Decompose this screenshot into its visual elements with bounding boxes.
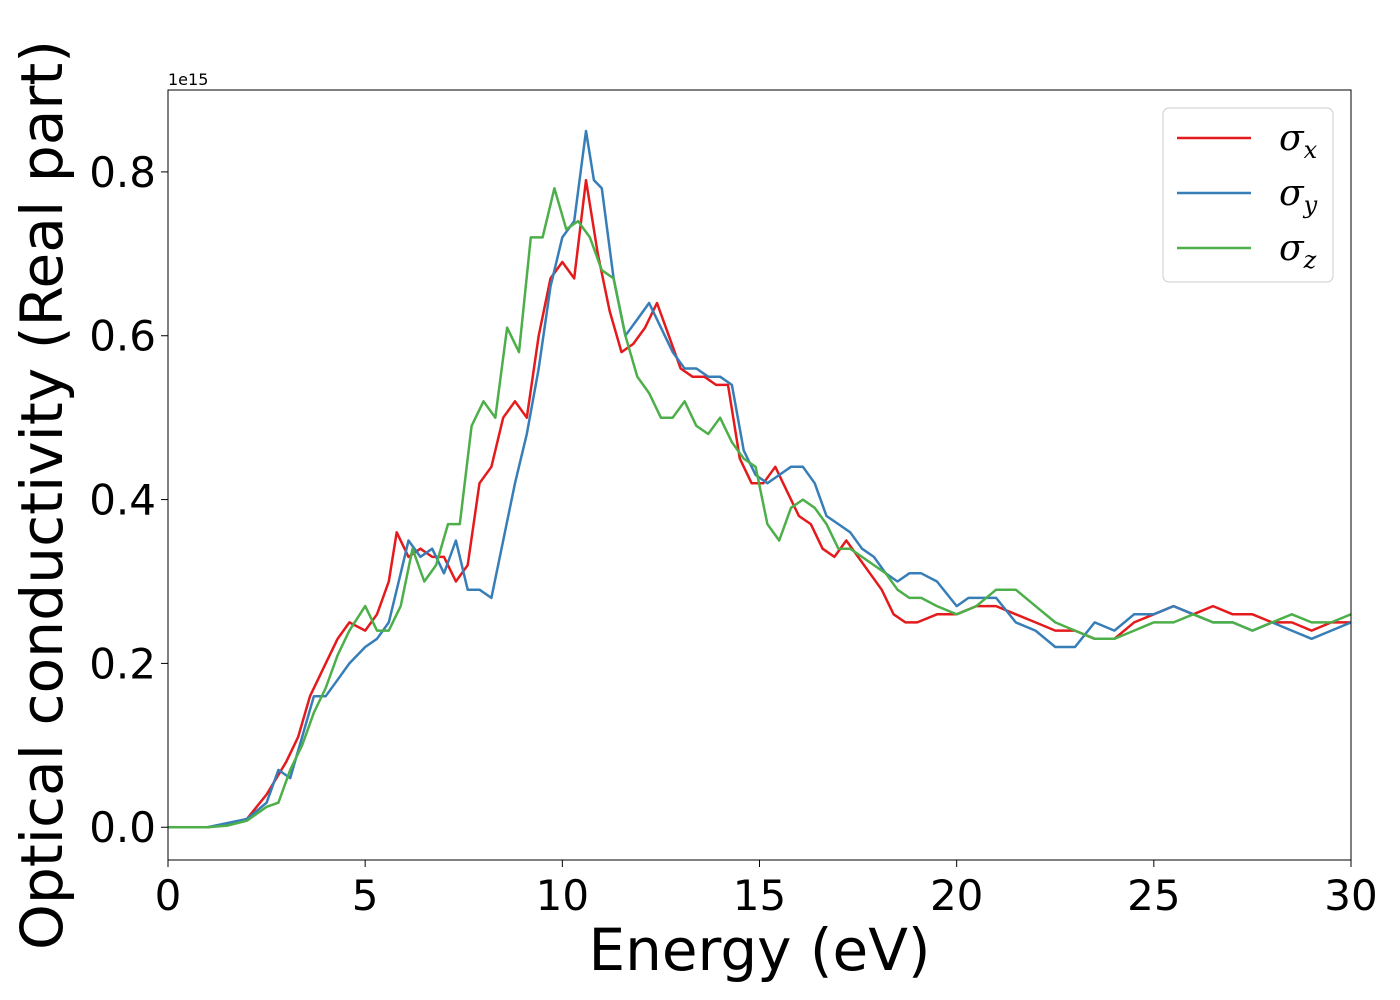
legend-label-y: σy: [1279, 173, 1318, 219]
x-tick-label: 0: [155, 871, 182, 920]
plot-lines: [168, 129, 1351, 829]
x-ticks: 0 5 10 15 20 25 30: [155, 860, 1378, 920]
y-tick-label: 0.6: [89, 312, 156, 361]
legend-label-x: σx: [1279, 118, 1318, 164]
y-tick-label: 0.4: [89, 476, 156, 525]
legend-box: [1162, 107, 1334, 283]
y-tick-label: 0.0: [89, 803, 156, 852]
x-tick-label: 15: [733, 871, 786, 920]
x-tick-label: 25: [1127, 871, 1180, 920]
series-line-y: [168, 129, 1351, 829]
y-offset-text: 1e15: [168, 70, 208, 89]
x-tick-label: 5: [352, 871, 379, 920]
x-tick-label: 20: [930, 871, 983, 920]
y-tick-label: 0.2: [89, 639, 156, 688]
series-line-z: [168, 187, 1351, 829]
y-ticks: 0.0 0.2 0.4 0.6 0.8: [89, 148, 168, 852]
x-tick-label: 10: [536, 871, 589, 920]
x-tick-label: 30: [1324, 871, 1377, 920]
y-axis-label: Optical conductivity (Real part): [8, 40, 76, 950]
y-tick-label: 0.8: [89, 148, 156, 197]
plot-frame: [167, 89, 1352, 861]
x-axis-label: Energy (eV): [588, 916, 930, 984]
